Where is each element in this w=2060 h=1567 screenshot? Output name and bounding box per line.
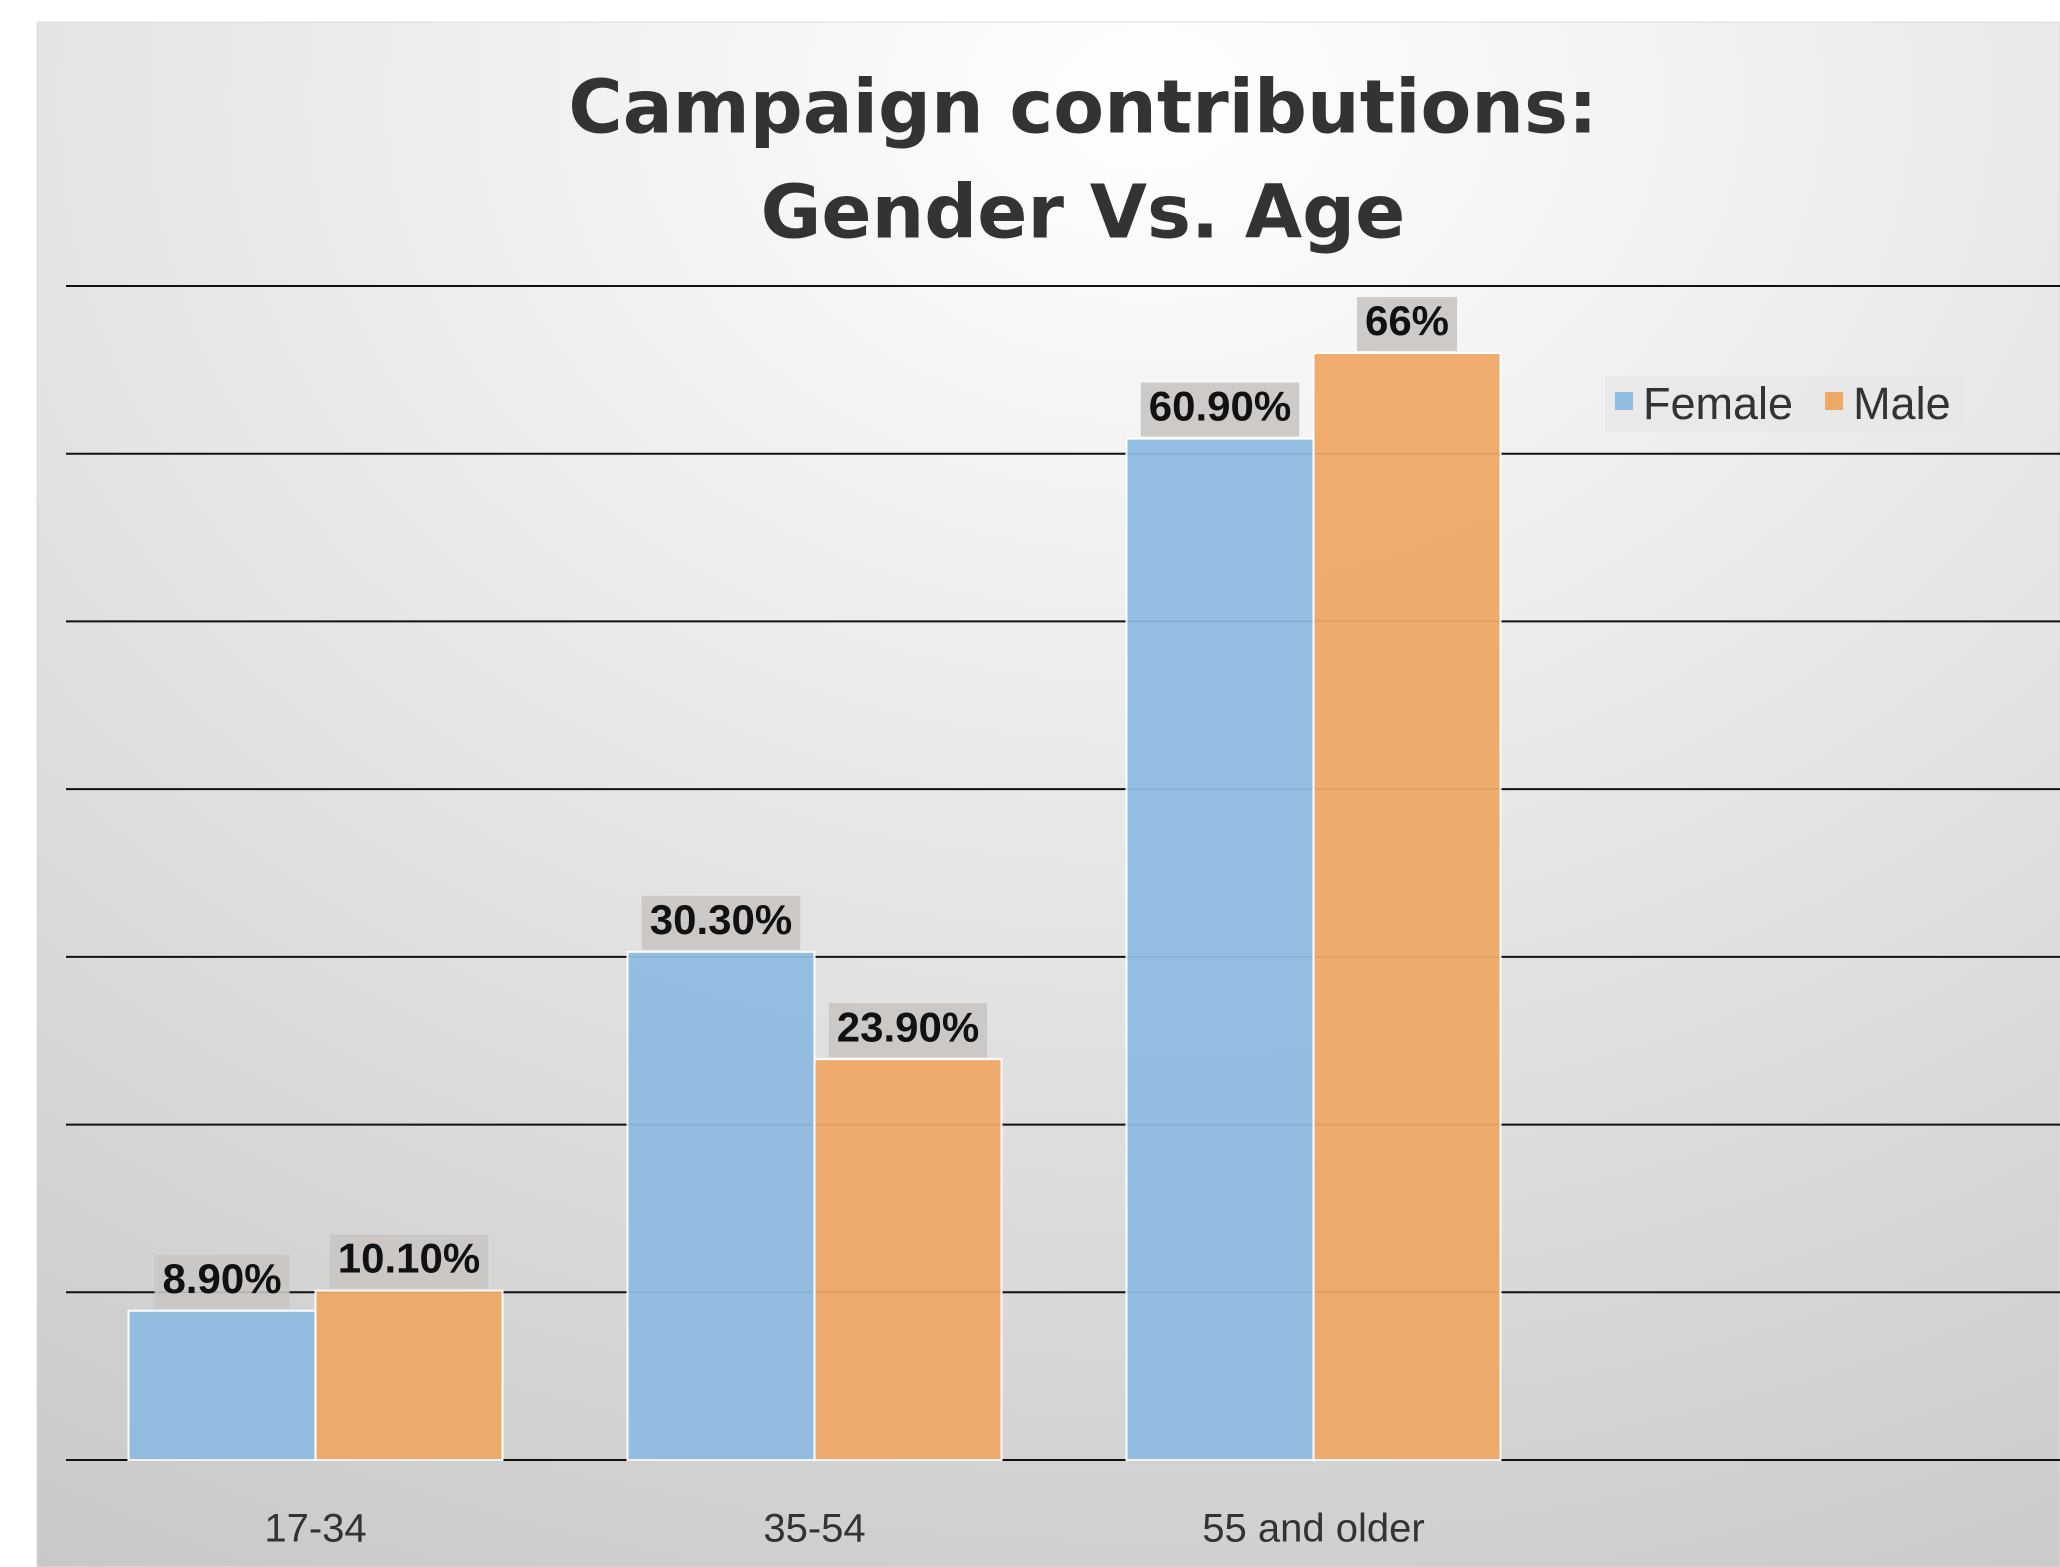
x-tick-label: 35-54 xyxy=(763,1507,865,1551)
value-label: 10.10% xyxy=(338,1235,480,1282)
value-label-background xyxy=(329,1234,489,1289)
bar xyxy=(314,1289,504,1461)
chart-title: Gender Vs. Age xyxy=(761,170,1406,256)
value-label-background xyxy=(641,895,801,950)
chart-title: Campaign contributions: xyxy=(568,65,1597,151)
bar xyxy=(813,1058,1003,1461)
value-label: 8.90% xyxy=(162,1255,281,1302)
value-label: 23.90% xyxy=(837,1003,979,1050)
value-label-background xyxy=(1356,297,1458,352)
legend-swatch xyxy=(1825,392,1844,410)
bar xyxy=(626,950,816,1462)
value-label: 66% xyxy=(1365,297,1449,344)
bar xyxy=(1125,437,1315,1461)
value-label-background xyxy=(1140,382,1300,437)
value-label-background xyxy=(828,1003,988,1058)
x-tick-label: 55 and older xyxy=(1202,1507,1424,1551)
bar xyxy=(1312,352,1502,1462)
value-label: 30.30% xyxy=(650,896,792,943)
value-label-background xyxy=(154,1254,290,1309)
legend-label: Male xyxy=(1853,378,1951,429)
value-label: 60.90% xyxy=(1149,383,1291,430)
x-tick-label: 17-34 xyxy=(264,1507,366,1551)
legend-label: Female xyxy=(1643,378,1793,429)
legend-swatch xyxy=(1615,392,1633,410)
legend-background xyxy=(1605,376,1965,432)
bar xyxy=(127,1309,317,1461)
